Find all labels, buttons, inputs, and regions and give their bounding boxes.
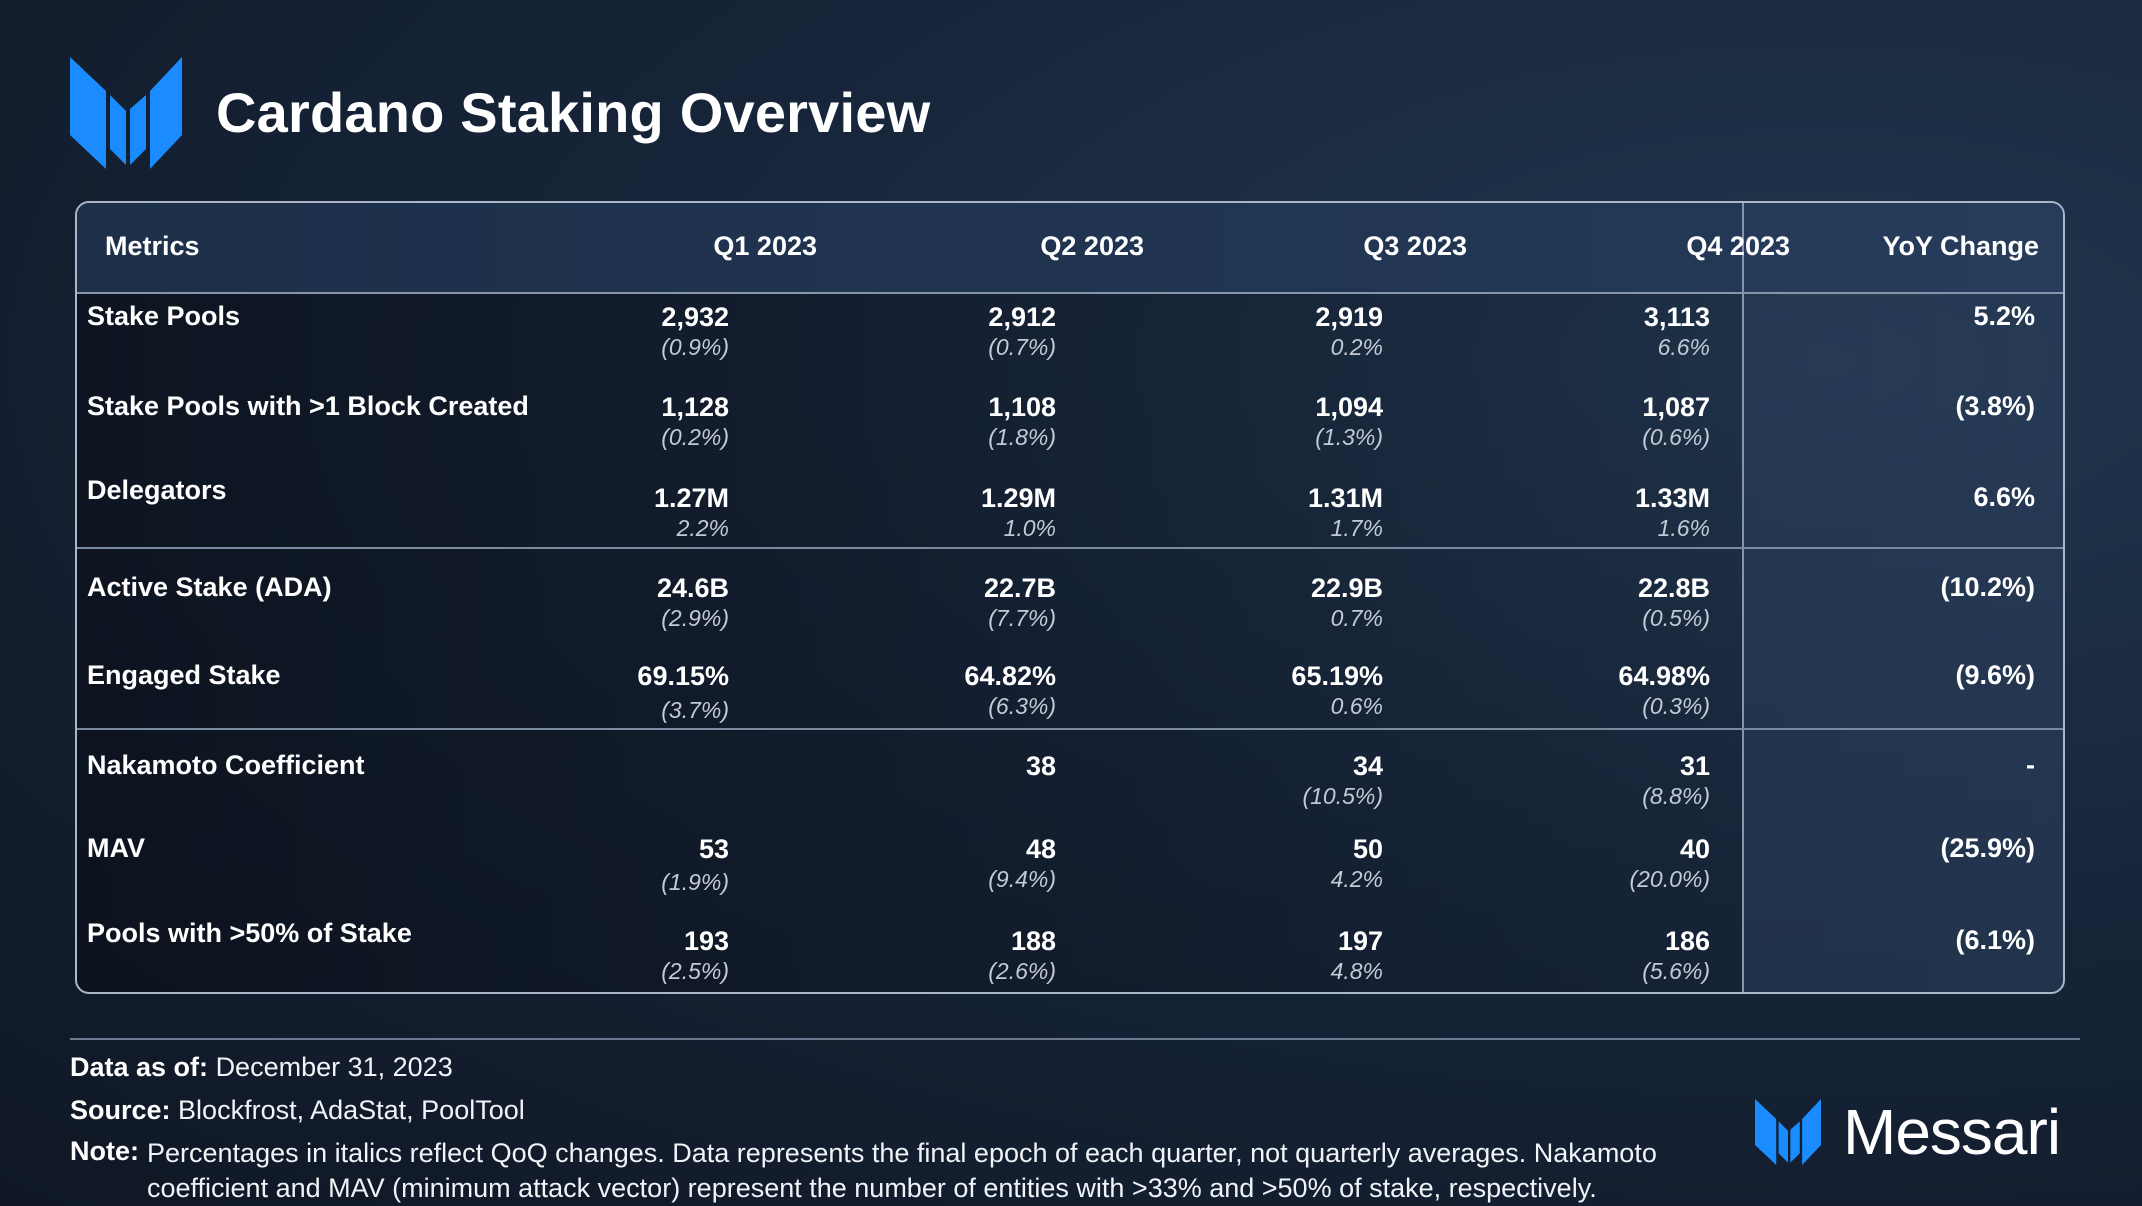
- cell-nakamoto-q2: 38: [1025, 751, 1056, 781]
- cell-block-pools-q1: 1,128 (0.2%): [661, 392, 729, 450]
- cell-stake-pools-q4: 3,113 6.6%: [1643, 302, 1710, 360]
- page-header: Cardano Staking Overview: [70, 55, 930, 170]
- cell-nakamoto-q3: 34 (10.5%): [1302, 751, 1383, 809]
- cell-active-stake-q1: 24.6B (2.9%): [656, 573, 729, 631]
- cell-block-pools-q4: 1,087 (0.6%): [1642, 392, 1710, 450]
- cell-active-stake-q3: 22.9B 0.7%: [1310, 573, 1383, 631]
- cell-engaged-stake-q2: 64.82% (6.3%): [964, 661, 1056, 719]
- cell-engaged-stake-yoy: (9.6%): [1955, 660, 2035, 690]
- data-as-of: Data as of: December 31, 2023: [70, 1052, 453, 1083]
- cell-delegators-q3: 1.31M 1.7%: [1307, 483, 1383, 541]
- cell-nakamoto-q4: 31 (8.8%): [1642, 751, 1710, 809]
- cell-active-stake-q4: 22.8B (0.5%): [1637, 573, 1710, 631]
- cell-mav-yoy: (25.9%): [1940, 833, 2035, 863]
- cell-active-stake-q2: 22.7B (7.7%): [983, 573, 1056, 631]
- cell-mav-q4: 40 (20.0%): [1629, 834, 1710, 892]
- footnote: Note: Percentages in italics reflect QoQ…: [70, 1136, 1730, 1206]
- header-q4: Q4 2023: [1686, 231, 1790, 261]
- header-yoy: YoY Change: [1882, 231, 2039, 261]
- header-metrics: Metrics: [105, 231, 200, 261]
- row-label-active-stake: Active Stake (ADA): [87, 572, 332, 602]
- note-label: Note:: [70, 1136, 139, 1166]
- data-as-of-label: Data as of:: [70, 1052, 209, 1082]
- cell-delegators-q2: 1.29M 1.0%: [980, 483, 1056, 541]
- messari-logo-icon: [70, 56, 182, 169]
- staking-metrics-table: Metrics Q1 2023 Q2 2023 Q3 2023 Q4 2023 …: [75, 201, 2065, 994]
- cell-block-pools-q3: 1,094 (1.3%): [1315, 392, 1383, 450]
- cell-delegators-yoy: 6.6%: [1973, 482, 2035, 512]
- cell-pools-50-q1: 193 (2.5%): [661, 926, 729, 984]
- cell-delegators-q1: 1.27M 2.2%: [653, 483, 729, 541]
- row-label-pools-50: Pools with >50% of Stake: [87, 918, 412, 948]
- row-label-stake-pools-block: Stake Pools with >1 Block Created: [87, 391, 529, 421]
- row-label-stake-pools: Stake Pools: [87, 301, 241, 331]
- cell-pools-50-q2: 188 (2.6%): [988, 926, 1056, 984]
- page-title: Cardano Staking Overview: [216, 81, 931, 144]
- cell-nakamoto-yoy: -: [2026, 750, 2035, 780]
- cell-active-stake-yoy: (10.2%): [1940, 572, 2035, 602]
- header-q3: Q3 2023: [1363, 231, 1467, 261]
- brand-wordmark: Messari: [1843, 1096, 2061, 1168]
- yoy-header-background: [1742, 203, 2063, 292]
- cell-block-pools-q2: 1,108 (1.8%): [988, 392, 1056, 450]
- cell-pools-50-yoy: (6.1%): [1955, 925, 2035, 955]
- brand-logo: Messari: [1755, 1095, 2061, 1169]
- note-text: Percentages in italics reflect QoQ chang…: [147, 1138, 1657, 1203]
- cell-block-pools-yoy: (3.8%): [1955, 391, 2035, 421]
- cell-pools-50-q4: 186 (5.6%): [1642, 926, 1710, 984]
- row-label-mav: MAV: [87, 833, 145, 863]
- source-label: Source:: [70, 1095, 171, 1125]
- cell-engaged-stake-q1: 69.15% (3.7%): [637, 661, 729, 723]
- cell-engaged-stake-q4: 64.98% (0.3%): [1618, 661, 1710, 719]
- row-label-delegators: Delegators: [87, 475, 227, 505]
- cell-pools-50-q3: 197 4.8%: [1330, 926, 1383, 984]
- section-divider: [77, 547, 2063, 549]
- header-q2: Q2 2023: [1040, 231, 1144, 261]
- cell-stake-pools-yoy: 5.2%: [1973, 301, 2035, 331]
- data-as-of-value: December 31, 2023: [215, 1052, 453, 1082]
- section-divider: [77, 728, 2063, 730]
- cell-stake-pools-q1: 2,932 (0.9%): [661, 302, 729, 360]
- cell-stake-pools-q3: 2,919 0.2%: [1315, 302, 1383, 360]
- source-line: Source: Blockfrost, AdaStat, PoolTool: [70, 1095, 525, 1126]
- cell-stake-pools-q2: 2,912 (0.7%): [988, 302, 1056, 360]
- table-header-row: [77, 203, 2063, 294]
- cell-delegators-q4: 1.33M 1.6%: [1634, 483, 1710, 541]
- cell-mav-q2: 48 (9.4%): [988, 834, 1056, 892]
- yoy-column-background: [1742, 203, 2063, 992]
- row-label-engaged-stake: Engaged Stake: [87, 660, 281, 690]
- source-value: Blockfrost, AdaStat, PoolTool: [178, 1095, 525, 1125]
- cell-mav-q3: 50 4.2%: [1330, 834, 1383, 892]
- cell-mav-q1: 53 (1.9%): [661, 834, 729, 895]
- cell-engaged-stake-q3: 65.19% 0.6%: [1291, 661, 1383, 719]
- row-label-nakamoto: Nakamoto Coefficient: [87, 750, 365, 780]
- messari-logo-icon: [1755, 1099, 1821, 1165]
- header-q1: Q1 2023: [713, 231, 817, 261]
- footer-divider: [70, 1038, 2080, 1040]
